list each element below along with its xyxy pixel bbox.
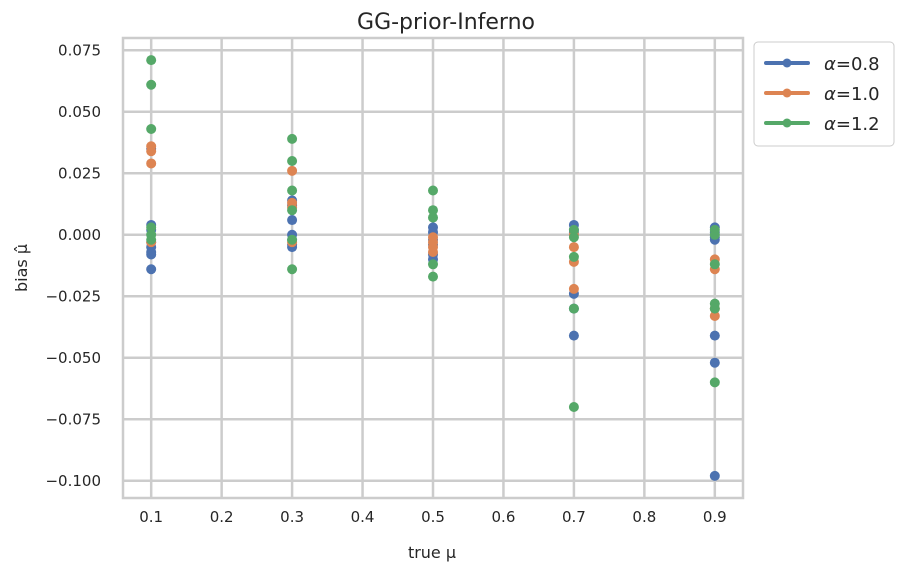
data-point-series-2 <box>709 310 720 321</box>
data-point-series-1 <box>709 470 720 481</box>
y-tick-label: −0.075 <box>45 410 101 428</box>
data-point-series-3 <box>428 212 438 223</box>
data-point-series-3 <box>568 303 579 314</box>
data-point-series-3 <box>146 55 157 66</box>
data-points <box>146 55 720 481</box>
legend: α=0.8 α=1.0 α=1.2 <box>753 41 895 147</box>
data-point-series-3 <box>428 271 438 282</box>
data-point-series-3 <box>287 185 298 196</box>
legend-marker <box>782 58 792 68</box>
data-point-series-1 <box>568 330 579 341</box>
legend-marker <box>782 118 792 128</box>
plot-frame <box>121 36 745 500</box>
data-point-series-1 <box>146 249 157 260</box>
legend-label: α=1.2 <box>824 114 880 135</box>
y-tick-label: −0.100 <box>45 472 101 490</box>
data-point-series-3 <box>709 377 720 388</box>
data-point-series-3 <box>568 224 579 235</box>
data-point-series-3 <box>568 232 579 243</box>
x-tick-labels: 0.1 0.2 0.3 0.4 0.5 0.6 0.7 0.8 0.9 <box>139 508 726 526</box>
data-point-series-3 <box>428 205 438 216</box>
grid-lines <box>123 38 743 498</box>
x-tick-label: 0.6 <box>492 508 516 526</box>
y-tick-label: 0.075 <box>58 41 101 59</box>
data-point-series-2 <box>146 146 157 157</box>
data-point-series-3 <box>568 401 579 412</box>
data-point-series-2 <box>568 242 579 253</box>
data-point-series-2 <box>287 165 298 176</box>
data-point-series-3 <box>709 259 720 270</box>
y-tick-label: −0.025 <box>45 287 101 305</box>
x-axis-label: true μ <box>408 543 456 562</box>
data-point-series-2 <box>146 158 157 169</box>
data-point-series-3 <box>428 185 438 196</box>
x-tick-label: 0.1 <box>139 508 163 526</box>
data-point-series-3 <box>709 229 720 240</box>
data-point-series-1 <box>709 357 720 368</box>
data-point-series-1 <box>287 215 298 226</box>
legend-marker <box>782 88 792 98</box>
data-point-series-3 <box>146 222 157 233</box>
y-axis-label: bias μ̂ <box>12 244 31 292</box>
data-point-series-3 <box>146 79 157 90</box>
x-tick-label: 0.5 <box>421 508 445 526</box>
y-tick-label: 0.025 <box>58 164 101 182</box>
chart-title: GG-prior-Inferno <box>357 10 535 35</box>
data-point-series-3 <box>709 303 720 314</box>
y-tick-label: 0.050 <box>58 103 101 121</box>
legend-label: α=0.8 <box>824 54 880 75</box>
data-point-series-3 <box>146 124 157 135</box>
x-tick-label: 0.3 <box>280 508 304 526</box>
data-point-series-3 <box>287 205 298 216</box>
data-point-series-1 <box>709 330 720 341</box>
x-tick-label: 0.9 <box>703 508 727 526</box>
data-point-series-3 <box>287 264 298 275</box>
data-point-series-3 <box>287 234 298 245</box>
x-tick-label: 0.7 <box>562 508 586 526</box>
data-point-series-3 <box>146 234 157 245</box>
data-point-series-3 <box>287 133 298 144</box>
x-tick-label: 0.2 <box>210 508 234 526</box>
y-tick-label: −0.050 <box>45 349 101 367</box>
data-point-series-2 <box>568 283 579 294</box>
data-point-series-2 <box>428 247 438 258</box>
y-tick-label: 0.000 <box>58 226 101 244</box>
data-point-series-3 <box>287 155 298 166</box>
data-point-series-1 <box>146 264 157 275</box>
x-tick-label: 0.8 <box>632 508 656 526</box>
y-tick-labels: 0.075 0.050 0.025 0.000 −0.025 −0.050 −0.075 −0… <box>45 41 101 489</box>
x-tick-label: 0.4 <box>351 508 375 526</box>
data-point-series-3 <box>568 251 579 262</box>
data-point-series-3 <box>428 259 438 270</box>
legend-label: α=1.0 <box>824 84 880 105</box>
